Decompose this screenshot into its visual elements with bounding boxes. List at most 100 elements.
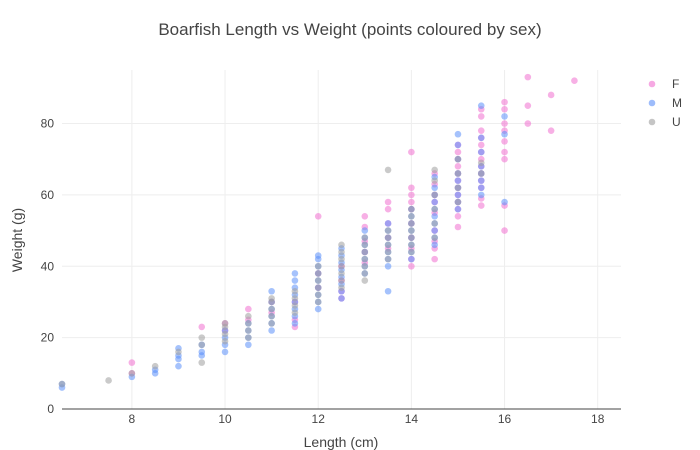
data-point-M — [175, 362, 182, 370]
data-point-F — [477, 202, 485, 209]
data-point-F — [547, 127, 555, 134]
data-point-M — [477, 134, 485, 142]
data-point-F — [501, 138, 508, 145]
x-axis-title: Length (cm) — [304, 434, 379, 450]
data-point-F — [454, 223, 462, 231]
data-point-U — [175, 348, 182, 356]
data-point-F — [408, 262, 415, 270]
data-point-U — [454, 155, 462, 163]
data-point-M — [291, 320, 299, 327]
data-point-U — [314, 277, 322, 284]
y-tick-label: 80 — [41, 117, 55, 131]
legend-item-F[interactable]: F — [648, 77, 680, 91]
data-point-U — [431, 166, 438, 174]
data-point-U — [408, 213, 415, 220]
data-point-F — [477, 127, 485, 134]
data-point-F — [128, 359, 136, 366]
data-point-U — [198, 334, 206, 341]
data-point-M — [314, 305, 322, 313]
data-point-U — [361, 248, 369, 256]
data-point-U — [245, 327, 252, 334]
data-point-U — [314, 291, 322, 299]
data-point-U — [221, 330, 229, 338]
data-points — [58, 73, 578, 391]
data-point-U — [268, 305, 275, 313]
data-point-U — [454, 170, 462, 177]
data-point-U — [338, 284, 345, 291]
data-point-U — [384, 248, 392, 256]
data-point-M — [384, 287, 392, 295]
data-point-F — [547, 91, 555, 99]
data-point-U — [268, 320, 275, 327]
data-point-M — [431, 198, 438, 206]
data-point-M — [454, 141, 462, 149]
data-point-U — [431, 234, 438, 242]
x-tick-label: 10 — [218, 412, 232, 426]
data-point-U — [314, 298, 322, 306]
data-point-F — [477, 141, 485, 149]
data-point-F — [408, 198, 415, 206]
data-point-U — [384, 227, 392, 234]
data-point-U — [151, 362, 159, 370]
data-point-M — [245, 341, 252, 349]
data-point-U — [221, 320, 229, 327]
data-point-U — [221, 337, 229, 345]
data-point-F — [314, 213, 322, 220]
data-point-M — [384, 262, 392, 270]
x-tick-label: 16 — [498, 412, 512, 426]
data-point-F — [454, 148, 462, 156]
x-tick-label: 12 — [312, 412, 326, 426]
data-point-M — [454, 130, 462, 138]
data-point-M — [431, 227, 438, 234]
legend-item-M[interactable]: M — [648, 96, 682, 110]
y-tick-label: 40 — [41, 259, 55, 273]
data-point-M — [268, 327, 275, 334]
data-point-F — [477, 113, 485, 120]
data-point-F — [454, 213, 462, 220]
data-point-M — [431, 184, 438, 192]
data-point-M — [454, 205, 462, 213]
data-point-F — [524, 73, 532, 81]
data-point-U — [338, 270, 345, 277]
y-tick-label: 0 — [47, 402, 54, 416]
data-point-F — [501, 148, 508, 156]
data-point-U — [245, 320, 252, 327]
data-point-M — [477, 191, 485, 199]
data-point-M — [198, 348, 206, 356]
legend-marker — [648, 99, 656, 107]
data-point-M — [291, 270, 299, 277]
data-point-U — [291, 309, 299, 316]
data-point-U — [361, 241, 369, 249]
data-point-U — [384, 234, 392, 242]
data-point-M — [431, 213, 438, 220]
data-point-U — [245, 334, 252, 341]
data-point-M — [454, 191, 462, 199]
data-point-M — [314, 252, 322, 259]
data-point-M — [291, 277, 299, 284]
data-point-U — [408, 248, 415, 256]
legend[interactable]: FMU — [648, 77, 682, 129]
data-point-F — [501, 98, 508, 106]
data-point-U — [431, 191, 438, 199]
data-point-U — [454, 184, 462, 192]
data-point-U — [58, 380, 66, 388]
data-point-U — [314, 284, 322, 291]
data-point-U — [384, 241, 392, 249]
data-point-U — [361, 234, 369, 242]
data-point-M — [477, 184, 485, 192]
legend-item-U[interactable]: U — [648, 115, 681, 129]
data-point-U — [338, 277, 345, 284]
data-point-U — [477, 170, 485, 177]
data-point-F — [524, 102, 532, 109]
data-point-U — [454, 198, 462, 206]
data-point-F — [431, 255, 438, 263]
legend-label: M — [672, 96, 682, 110]
grid-lines — [62, 70, 621, 409]
x-tick-label: 18 — [591, 412, 605, 426]
data-point-U — [338, 248, 345, 256]
data-point-M — [221, 348, 229, 356]
data-point-U — [477, 159, 485, 167]
data-point-F — [408, 184, 415, 192]
data-point-U — [338, 241, 345, 249]
data-point-U — [384, 166, 392, 174]
